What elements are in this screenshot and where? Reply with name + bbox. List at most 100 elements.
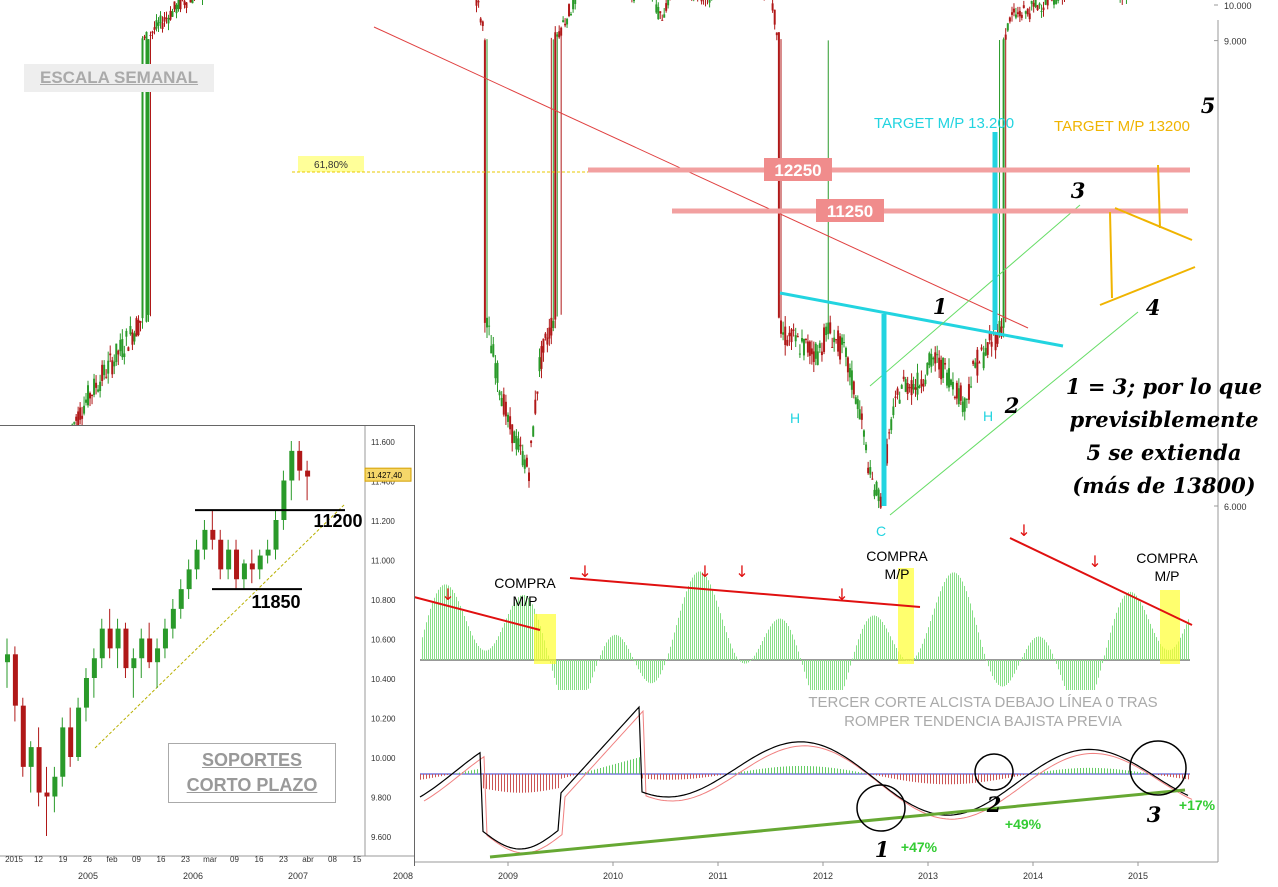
macd-hist-bar [720, 774, 721, 776]
macd-hist-bar [735, 772, 736, 774]
hist-bar [1030, 642, 1031, 660]
price-candle [540, 346, 543, 369]
price-candle [965, 398, 968, 400]
price-candle [900, 385, 903, 389]
macd-panel: 1 2 3 +47% +49% +17% [419, 705, 1216, 862]
price-candle [107, 360, 110, 374]
hist-bar [1086, 660, 1087, 690]
target-label-2: TARGET M/P 13200 [1054, 118, 1190, 135]
inset-candle [178, 589, 184, 609]
price-candle [818, 343, 821, 348]
wave-label: 3 [1071, 178, 1086, 203]
macd-hist-bar [1182, 774, 1183, 779]
macd-hist-bar [1074, 768, 1075, 774]
price-candle [812, 351, 815, 363]
price-candle [121, 339, 124, 358]
channel-upper [869, 204, 1081, 387]
hist-bar [928, 627, 929, 660]
hist-bar [946, 578, 947, 660]
macd-hist-bar [432, 774, 433, 778]
macd-hist-bar [570, 774, 571, 777]
price-candle [806, 341, 809, 353]
hist-bar [958, 575, 959, 660]
macd-hist-bar [495, 774, 496, 791]
price-candle [141, 38, 144, 319]
gold-target-bar [1157, 164, 1161, 229]
hist-bar [1180, 637, 1181, 660]
price-candle [1026, 8, 1029, 15]
price-candle [974, 362, 977, 368]
hist-bar [1054, 658, 1055, 660]
macd-hist-bar [699, 774, 700, 778]
hist-bar [802, 660, 803, 665]
inset-y-label: 9.800 [371, 794, 392, 803]
hist-bar [710, 584, 711, 660]
hist-bar [840, 660, 841, 690]
hist-bar [850, 660, 851, 666]
hist-bar [444, 584, 445, 660]
tercer-note: TERCER CORTE ALCISTA DEBAJO LÍNEA 0 TRAS… [776, 693, 1190, 731]
price-candle [831, 346, 834, 348]
macd-hist-bar [954, 774, 955, 785]
hist-bar [422, 637, 423, 660]
hist-bar [630, 652, 631, 660]
macd-hist-bar [864, 773, 865, 774]
target-label-1: TARGET M/P 13.200 [874, 115, 1014, 132]
price-candle [948, 368, 950, 388]
hist-bar [834, 660, 835, 690]
hist-bar [726, 632, 727, 660]
price-candle [661, 19, 664, 21]
hist-bar [456, 596, 457, 660]
price-candle [843, 342, 845, 344]
hist-bar [530, 600, 531, 660]
hist-bar [622, 639, 623, 660]
hist-bar [590, 660, 591, 684]
hist-bar [1092, 660, 1093, 690]
macd-hist-bar [615, 763, 616, 774]
x-tick-label: 2009 [498, 871, 518, 881]
macd-hist-bar [1161, 774, 1162, 776]
hist-bar [864, 624, 865, 660]
price-candle [135, 318, 138, 337]
macd-hist-bar [744, 771, 745, 774]
hist-bar [758, 648, 759, 660]
price-candle [844, 347, 847, 357]
hist-bar [882, 621, 883, 660]
hist-bar [804, 660, 805, 672]
macd-hist-bar [846, 769, 847, 774]
hist-bar [934, 608, 935, 660]
hist-bar [992, 660, 993, 677]
hist-bar [940, 591, 941, 660]
wave-label: 2 [1004, 393, 1020, 418]
macd-hist-bar [834, 768, 835, 774]
hs-label: C [876, 523, 886, 539]
hist-bar [968, 597, 969, 660]
hist-bar [1038, 636, 1039, 660]
hist-bar [1110, 632, 1111, 660]
hist-bar [966, 591, 967, 660]
hist-bar [788, 626, 789, 660]
hist-bar [1106, 647, 1107, 660]
inset-candle [107, 628, 113, 649]
hist-bar [962, 581, 963, 660]
macd-hist-bar [531, 774, 532, 793]
hist-bar [712, 589, 713, 660]
hist-bar [462, 610, 463, 660]
hist-bar [1076, 660, 1077, 690]
hist-bar [602, 650, 603, 660]
hist-bar [948, 575, 949, 660]
macd-hist-bar [768, 767, 769, 774]
macd-hist-bar [876, 774, 877, 776]
hist-bar [510, 609, 511, 660]
hist-bar [652, 660, 653, 684]
resistance-label: 12250 [774, 161, 821, 180]
macd-hist-bar [423, 774, 424, 780]
macd-hist-bar [1185, 774, 1186, 779]
macd-hist-bar [816, 766, 817, 774]
price-candle [978, 362, 981, 364]
hist-bar [1048, 645, 1049, 660]
hist-bar [1142, 605, 1143, 660]
macd-hist-bar [732, 773, 733, 774]
macd-hist-bar [564, 774, 565, 778]
hist-bar [700, 571, 701, 660]
